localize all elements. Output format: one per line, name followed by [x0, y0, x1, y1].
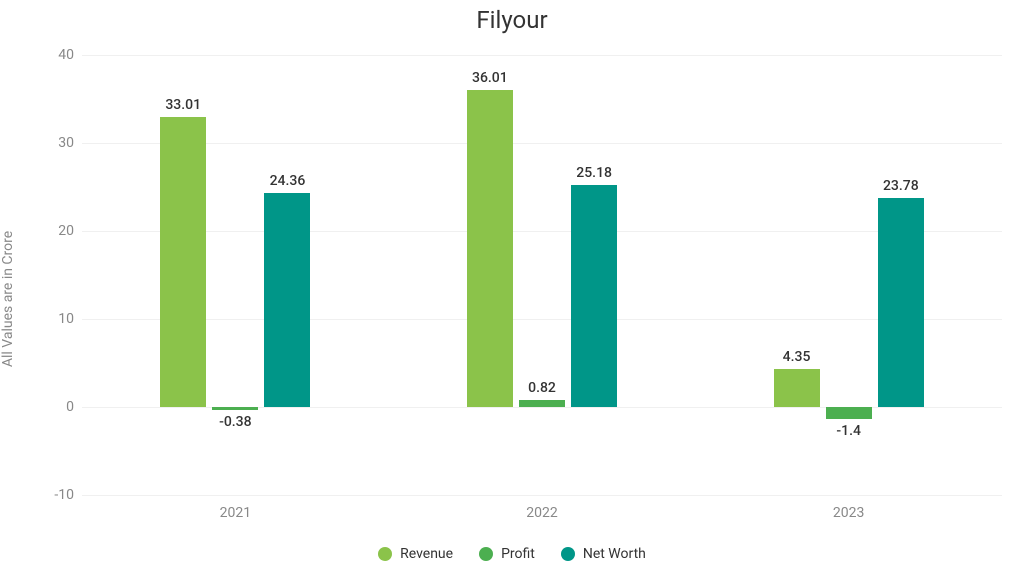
legend: Revenue Profit Net Worth: [0, 546, 1024, 562]
y-tick-label: 20: [42, 223, 74, 239]
bar-label: 4.35: [783, 349, 811, 365]
bar-revenue: [774, 369, 820, 407]
bar-label: 33.01: [165, 97, 201, 113]
y-axis-label: All Values are in Crore: [0, 231, 16, 367]
y-tick-label: 10: [42, 311, 74, 327]
legend-swatch: [561, 547, 575, 561]
x-tick-label: 2021: [220, 505, 251, 521]
bar-net-worth: [264, 193, 310, 407]
bar-label: 36.01: [472, 70, 508, 86]
gridline: [82, 143, 1002, 144]
bar-label: 24.36: [270, 173, 306, 189]
gridline: [82, 231, 1002, 232]
legend-item-net-worth: Net Worth: [561, 546, 646, 562]
legend-swatch: [378, 547, 392, 561]
bar-profit: [826, 407, 872, 419]
bar-label: -0.38: [219, 414, 252, 430]
gridline: [82, 55, 1002, 56]
legend-item-revenue: Revenue: [378, 546, 453, 562]
bar-label: 0.82: [528, 380, 556, 396]
bar-profit: [519, 400, 565, 407]
chart-container: Filyour All Values are in Crore -10 0 10 20…: [0, 0, 1024, 582]
y-tick-label: 30: [42, 135, 74, 151]
bar-label: 25.18: [576, 165, 612, 181]
bar-revenue: [160, 117, 206, 407]
legend-swatch: [479, 547, 493, 561]
legend-label: Revenue: [400, 546, 453, 562]
y-tick-label: -10: [42, 487, 74, 503]
x-tick-label: 2022: [526, 505, 557, 521]
plot-area: -10010203040202133.01-0.3824.36202236.01…: [82, 55, 1002, 495]
bar-label: 23.78: [883, 178, 919, 194]
bar-net-worth: [571, 185, 617, 407]
legend-item-profit: Profit: [479, 546, 535, 562]
bar-net-worth: [878, 198, 924, 407]
y-tick-label: 40: [42, 47, 74, 63]
gridline: [82, 319, 1002, 320]
legend-label: Net Worth: [583, 546, 646, 562]
legend-label: Profit: [501, 546, 535, 562]
x-tick-label: 2023: [833, 505, 864, 521]
bar-revenue: [467, 90, 513, 407]
bar-profit: [212, 407, 258, 410]
chart-title: Filyour: [0, 6, 1024, 34]
bar-label: -1.4: [836, 423, 861, 439]
y-tick-label: 0: [42, 399, 74, 415]
gridline: [82, 495, 1002, 496]
